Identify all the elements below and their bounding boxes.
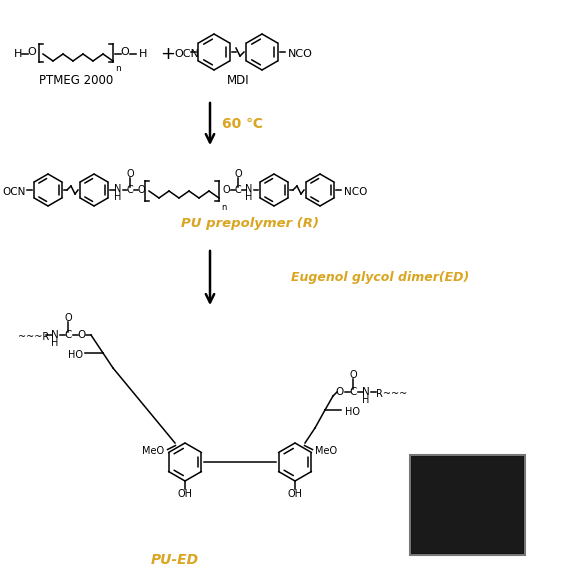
Text: O: O	[222, 185, 230, 195]
Text: C: C	[64, 330, 71, 340]
Text: N: N	[51, 330, 59, 340]
Text: HO: HO	[345, 407, 360, 417]
Text: H: H	[362, 395, 370, 405]
Text: OH: OH	[177, 489, 193, 499]
Bar	[410, 455, 525, 555]
Text: H: H	[51, 338, 59, 348]
Text: O: O	[77, 330, 85, 340]
Text: C: C	[349, 387, 357, 397]
Text: O: O	[121, 47, 129, 57]
Text: Eugenol glycol dimer(ED): Eugenol glycol dimer(ED)	[291, 272, 469, 285]
Text: O: O	[137, 185, 145, 195]
Text: O: O	[126, 169, 134, 179]
Bar	[412, 457, 523, 553]
Text: O: O	[64, 313, 72, 323]
Text: +: +	[160, 45, 176, 63]
Text: NCO: NCO	[344, 187, 367, 197]
Text: O: O	[234, 169, 242, 179]
Text: MeO: MeO	[315, 445, 337, 455]
Text: MDI: MDI	[227, 73, 249, 86]
Text: H: H	[139, 49, 147, 59]
Text: N: N	[246, 184, 253, 194]
Text: N: N	[362, 387, 370, 397]
Text: O: O	[349, 370, 357, 380]
Text: R~~~: R~~~	[376, 389, 407, 399]
Text: n: n	[115, 64, 121, 73]
Text: 60 ℃: 60 ℃	[222, 117, 263, 131]
Text: H: H	[115, 192, 122, 202]
Text: PU prepolymer (R): PU prepolymer (R)	[181, 217, 319, 230]
Text: NCO: NCO	[288, 49, 313, 59]
Text: C: C	[235, 185, 242, 195]
Text: O: O	[28, 47, 36, 57]
Text: PU-ED: PU-ED	[151, 553, 199, 567]
Text: MeO: MeO	[142, 445, 164, 455]
Text: OCN: OCN	[174, 49, 199, 59]
Text: H: H	[246, 192, 253, 202]
Text: n: n	[221, 203, 226, 212]
Text: HO: HO	[68, 350, 83, 360]
Text: H: H	[14, 49, 22, 59]
Text: ~~~R: ~~~R	[18, 332, 49, 342]
Text: OCN: OCN	[2, 187, 26, 197]
Text: N: N	[115, 184, 122, 194]
Text: C: C	[126, 185, 133, 195]
Text: O: O	[336, 387, 344, 397]
Text: PTMEG 2000: PTMEG 2000	[39, 73, 113, 86]
Text: OH: OH	[287, 489, 303, 499]
